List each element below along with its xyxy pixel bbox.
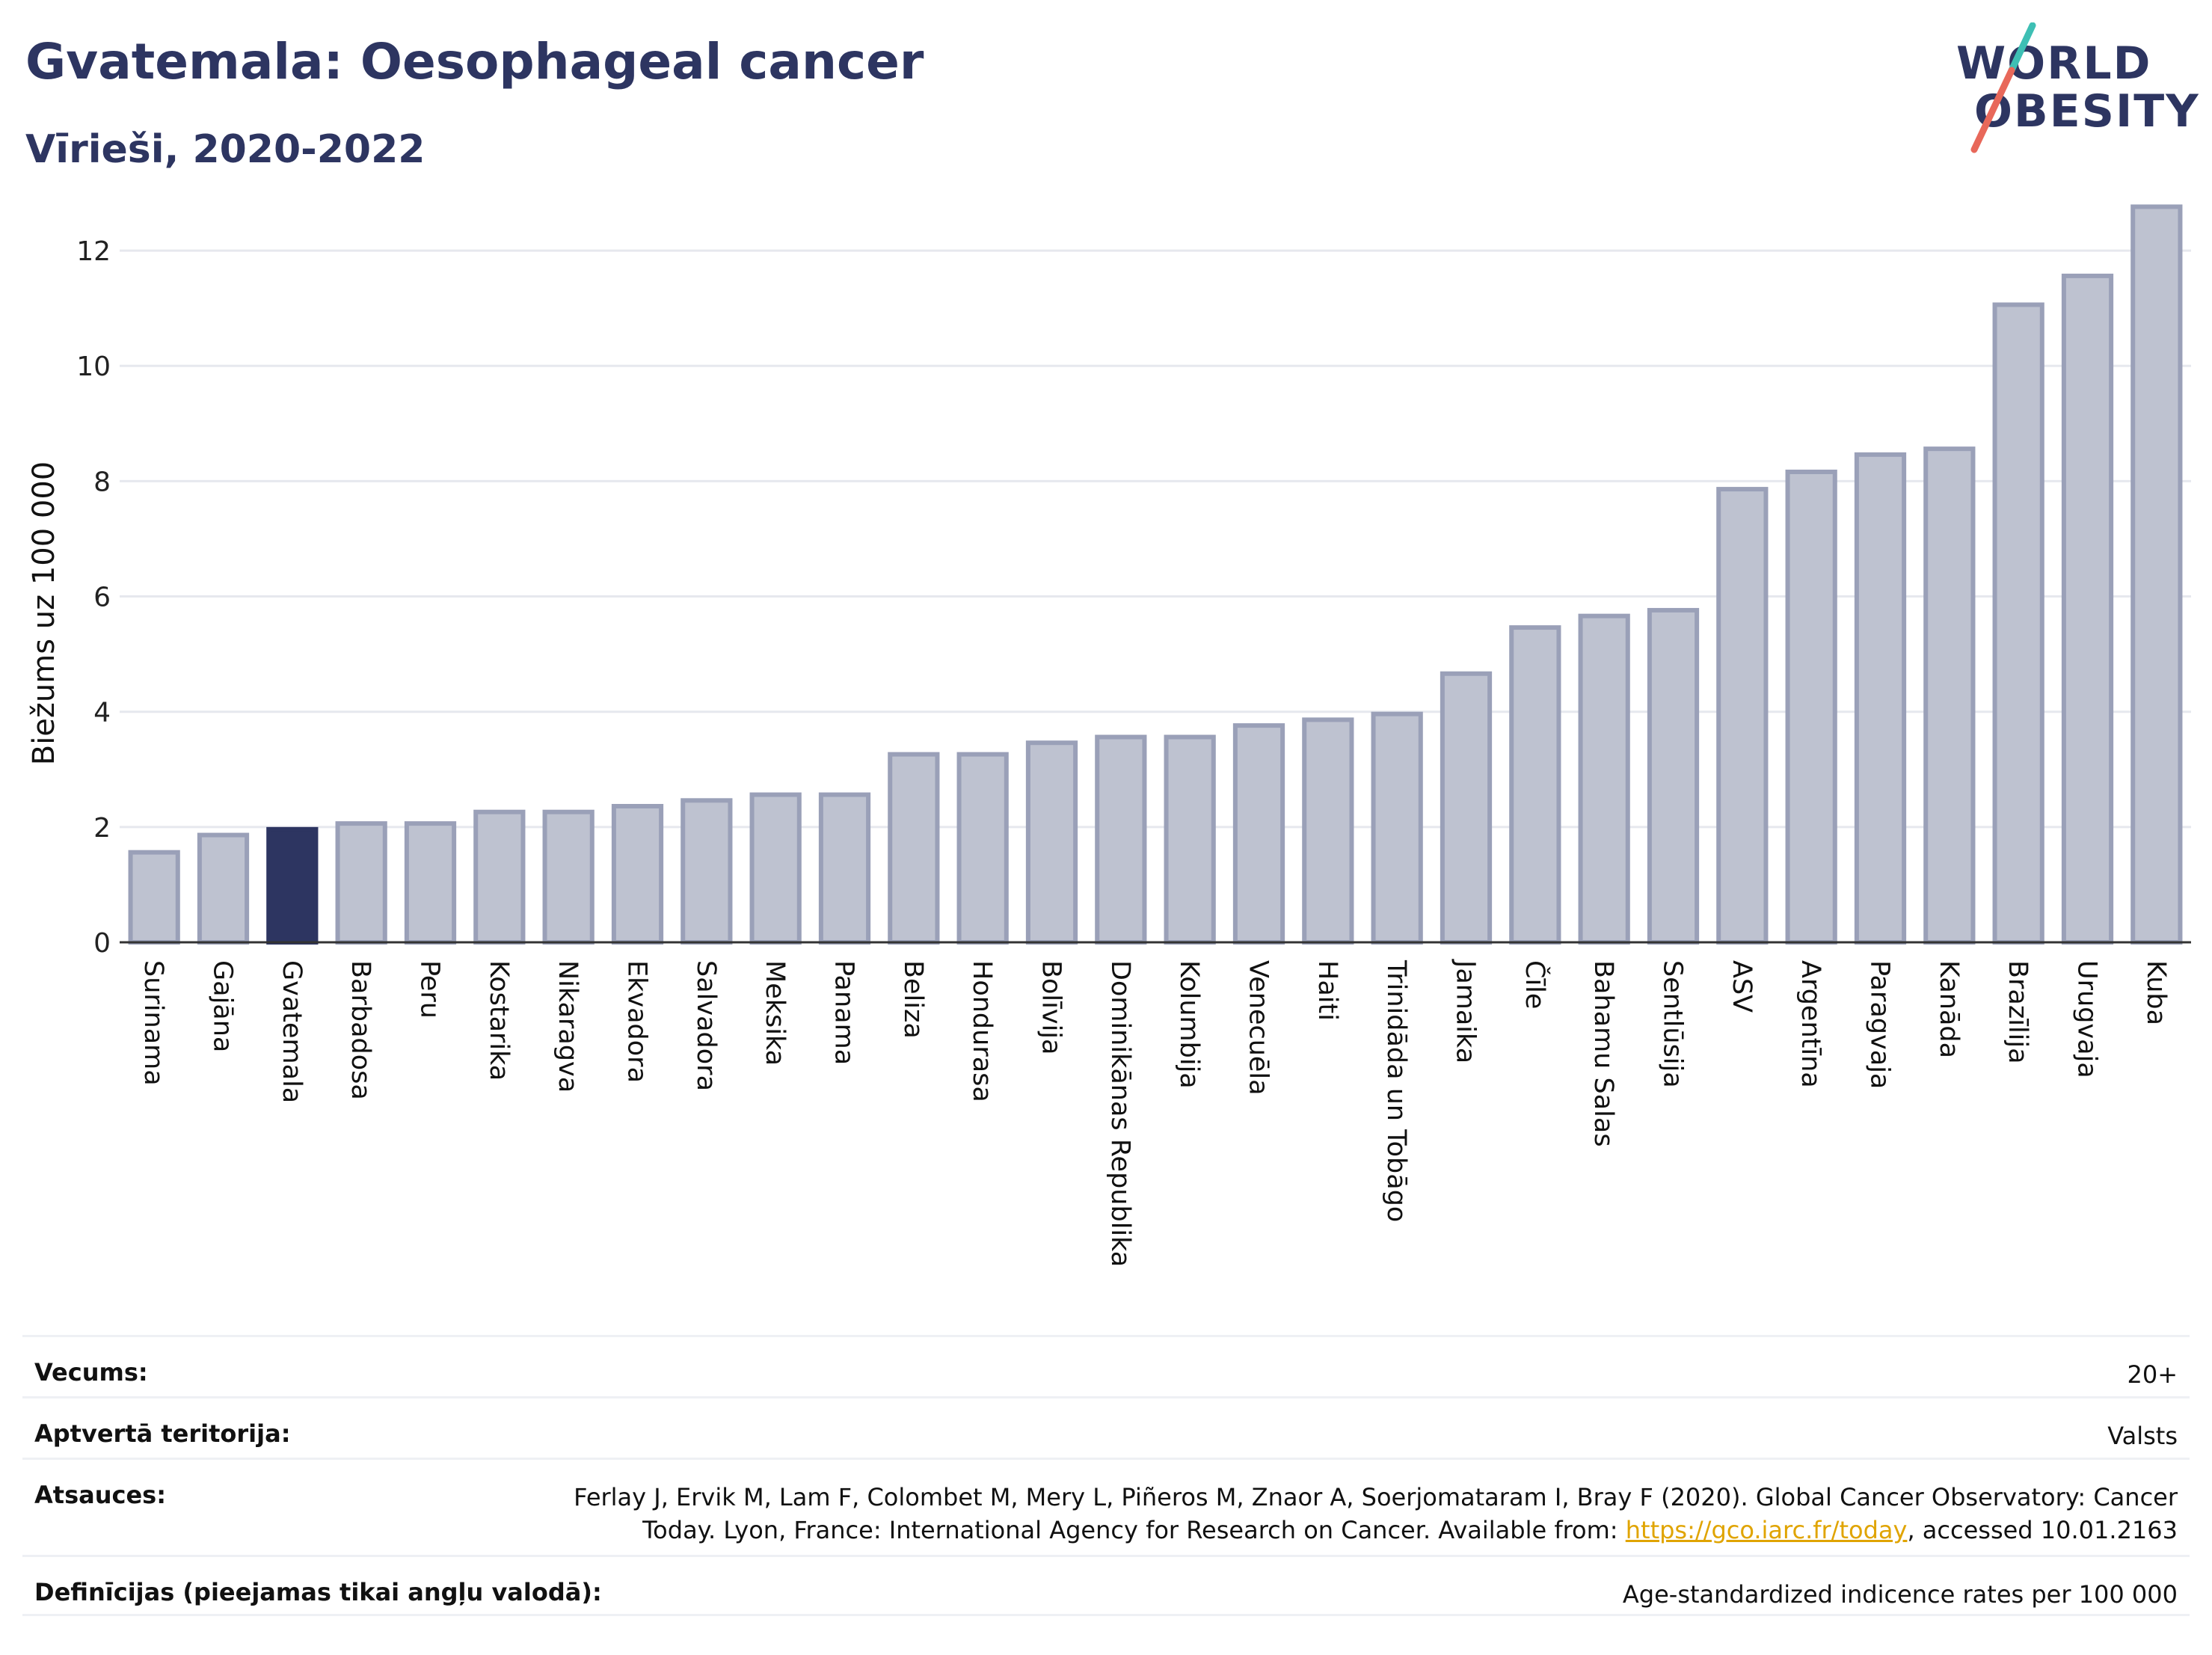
- chart-subtitle: Vīrieši, 2020-2022: [25, 127, 425, 172]
- coverage-value: Valsts: [2107, 1422, 2178, 1450]
- y-tick-label: 2: [93, 813, 111, 844]
- x-tick-label: Urugvaja: [2072, 960, 2102, 1078]
- gridlines: [120, 249, 2191, 829]
- bar-meksika: [749, 792, 802, 945]
- bar-argentīna: [1785, 469, 1837, 945]
- bar-čīle: [1509, 625, 1561, 945]
- logo-line-1: WORLD: [1956, 37, 2152, 90]
- x-tick-label: Bahamu Salas: [1588, 960, 1618, 1147]
- x-tick-label: Hondurasa: [967, 960, 997, 1102]
- bar-brazīlija: [1992, 302, 2044, 945]
- bar-bahamu-salas: [1578, 613, 1630, 945]
- x-tick-label: ASV: [1727, 960, 1757, 1013]
- bar-beliza: [888, 752, 940, 945]
- x-tick-label: Peru: [415, 960, 445, 1019]
- bar-asv: [1716, 487, 1769, 945]
- x-tick-label: Paragvaja: [1865, 960, 1895, 1089]
- age-label: Vecums:: [34, 1358, 148, 1387]
- bar-haiti: [1302, 717, 1354, 945]
- x-tick-label: Barbadosa: [345, 960, 375, 1100]
- y-tick-label: 6: [93, 583, 111, 613]
- bar-gvatemala: [266, 826, 319, 945]
- bar-sentlūsija: [1647, 607, 1700, 945]
- bar-hondurasa: [956, 752, 1009, 945]
- x-tick-label: Salvadora: [691, 960, 721, 1091]
- x-tick-label: Trinidāda un Tobāgo: [1381, 959, 1411, 1222]
- logo-slash-icon: [1970, 22, 2036, 153]
- info-table: Vecums: 20+ Aptvertā teritorija: Valsts …: [22, 1335, 2190, 1616]
- x-tick-label: Kanāda: [1934, 960, 1964, 1058]
- y-tick-label: 8: [93, 467, 111, 497]
- bar-venecuēla: [1232, 723, 1285, 945]
- bar-chart: 0 2 4 6 8 10 12 Surinama Gajāna Gvatemala Barbados…: [27, 204, 2191, 1267]
- x-tick-label: Gvatemala: [277, 960, 307, 1103]
- references-value: Ferlay J, Ervik M, Lam F, Colombet M, Me…: [574, 1481, 2178, 1547]
- axes: 0 2 4 6 8 10 12 Surinama Gajāna Gvatemala Barbados…: [76, 236, 2191, 1267]
- world-obesity-logo: WORLD OBESITY: [1944, 22, 2199, 157]
- bar-jamaika: [1440, 671, 1493, 945]
- x-tick-label: Argentīna: [1795, 960, 1825, 1088]
- x-tick-label: Kostarika: [484, 960, 514, 1081]
- x-tick-label: Jamaika: [1451, 959, 1481, 1063]
- y-axis-label: Biežums uz 100 000: [27, 461, 61, 766]
- bar-kuba: [2130, 204, 2183, 945]
- x-tick-label: Panama: [829, 960, 859, 1065]
- info-row-coverage: Aptvertā teritorija: Valsts: [22, 1396, 2190, 1458]
- x-tick-label: Bolīvija: [1036, 960, 1066, 1054]
- bar-paragvaja: [1854, 452, 1907, 945]
- x-tick-label: Dominikānas Republika: [1105, 960, 1135, 1267]
- x-tick-label: Surinama: [138, 960, 168, 1086]
- bar-urugvaja: [2061, 273, 2114, 945]
- references-line-1: Ferlay J, Ervik M, Lam F, Colombet M, Me…: [574, 1483, 2178, 1511]
- references-label: Atsauces:: [34, 1481, 166, 1509]
- y-tick-label: 0: [93, 928, 111, 959]
- bar-bolīvija: [1025, 740, 1078, 945]
- bar-kostarika: [473, 809, 526, 945]
- bar-dominikānas-republika: [1095, 734, 1147, 945]
- x-tick-label: Ekvadora: [622, 960, 652, 1083]
- info-row-references: Atsauces: Ferlay J, Ervik M, Lam F, Colo…: [22, 1458, 2190, 1555]
- bar-ekvadora: [611, 804, 664, 945]
- x-tick-label: Nikaragva: [553, 960, 583, 1093]
- references-line-2a: Today. Lyon, France: International Agenc…: [642, 1516, 1626, 1544]
- coverage-label: Aptvertā teritorija:: [34, 1419, 291, 1448]
- definitions-label: Definīcijas (pieejamas tikai angļu valod…: [34, 1578, 602, 1606]
- y-tick-label: 10: [76, 351, 111, 382]
- logo-line-2: OBESITY: [1974, 85, 2200, 138]
- y-tick-label: 4: [93, 698, 111, 728]
- bar-nikaragva: [542, 809, 595, 945]
- x-tick-label: Kolumbija: [1174, 960, 1204, 1089]
- info-row-age: Vecums: 20+: [22, 1335, 2190, 1396]
- bar-salvadora: [681, 798, 733, 945]
- references-line-2b: , accessed 10.01.2163: [1907, 1516, 2178, 1544]
- x-tick-label: Kuba: [2141, 960, 2171, 1025]
- bar-panama: [818, 792, 871, 945]
- x-tick-label: Gajāna: [208, 960, 238, 1052]
- bars: [128, 204, 2183, 945]
- bar-peru: [404, 821, 457, 945]
- bar-gajāna: [197, 832, 250, 945]
- bar-surinama: [128, 850, 180, 945]
- definitions-value: Age-standardized indicence rates per 100…: [1622, 1580, 2178, 1609]
- y-tick-label: 12: [76, 236, 111, 267]
- x-tick-label: Čīle: [1520, 960, 1551, 1009]
- x-tick-label: Brazīlija: [2003, 960, 2033, 1064]
- bar-kanāda: [1923, 446, 1976, 945]
- x-tick-label: Sentlūsija: [1658, 960, 1688, 1088]
- info-row-definitions: Definīcijas (pieejamas tikai angļu valod…: [22, 1555, 2190, 1616]
- bar-trinidāda-un-tobāgo: [1371, 711, 1423, 945]
- x-tick-label: Venecuēla: [1244, 960, 1274, 1096]
- age-value: 20+: [2127, 1360, 2178, 1389]
- references-link[interactable]: https://gco.iarc.fr/today: [1625, 1516, 1908, 1544]
- bar-barbadosa: [335, 821, 387, 945]
- chart-title: Gvatemala: Oesophageal cancer: [25, 33, 924, 90]
- x-tick-label: Beliza: [898, 960, 928, 1039]
- x-tick-label: Haiti: [1312, 960, 1342, 1021]
- bar-kolumbija: [1164, 734, 1216, 945]
- x-tick-label: Meksika: [760, 960, 790, 1066]
